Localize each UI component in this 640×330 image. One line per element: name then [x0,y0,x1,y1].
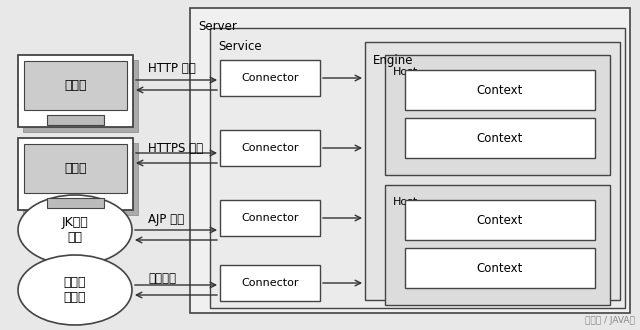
Bar [365,42,620,300]
Bar [405,70,595,110]
Text: HTTPS 协议: HTTPS 协议 [148,142,203,154]
Bar [47,198,104,208]
Text: Service: Service [218,40,262,53]
Text: 浏览器: 浏览器 [64,79,87,92]
Text: Context: Context [477,261,523,275]
Bar [220,200,320,236]
Bar [23,143,138,215]
Text: 浏览器: 浏览器 [64,162,87,175]
Text: Server: Server [198,20,237,33]
Ellipse shape [18,195,132,265]
Bar [220,130,320,166]
Text: 头条号 / JAVA馆: 头条号 / JAVA馆 [585,316,635,325]
Bar [47,115,104,125]
Bar [385,55,610,175]
Bar [385,185,610,305]
Text: HTTP 协议: HTTP 协议 [148,61,196,75]
Text: Connector: Connector [241,143,299,153]
Bar [190,8,630,313]
Bar [18,138,133,210]
Bar [405,200,595,240]
Bar [24,144,127,193]
Bar [24,61,127,110]
Bar [18,55,133,127]
Text: AJP 协议: AJP 协议 [148,214,184,226]
Text: JK连接
程序: JK连接 程序 [61,216,88,244]
Text: Context: Context [477,214,523,226]
Text: Connector: Connector [241,278,299,288]
Text: Host: Host [393,67,419,77]
Text: Connector: Connector [241,213,299,223]
Bar [405,118,595,158]
Bar [23,60,138,132]
Bar [210,28,625,308]
Text: Engine: Engine [373,54,413,67]
Bar [405,248,595,288]
Text: Host: Host [393,197,419,207]
Bar [220,60,320,96]
Bar [220,265,320,301]
Text: Context: Context [477,131,523,145]
Text: 其他连
接程序: 其他连 接程序 [64,276,86,304]
Ellipse shape [18,255,132,325]
Text: 其他协议: 其他协议 [148,272,176,284]
Text: Connector: Connector [241,73,299,83]
Text: Context: Context [477,83,523,96]
